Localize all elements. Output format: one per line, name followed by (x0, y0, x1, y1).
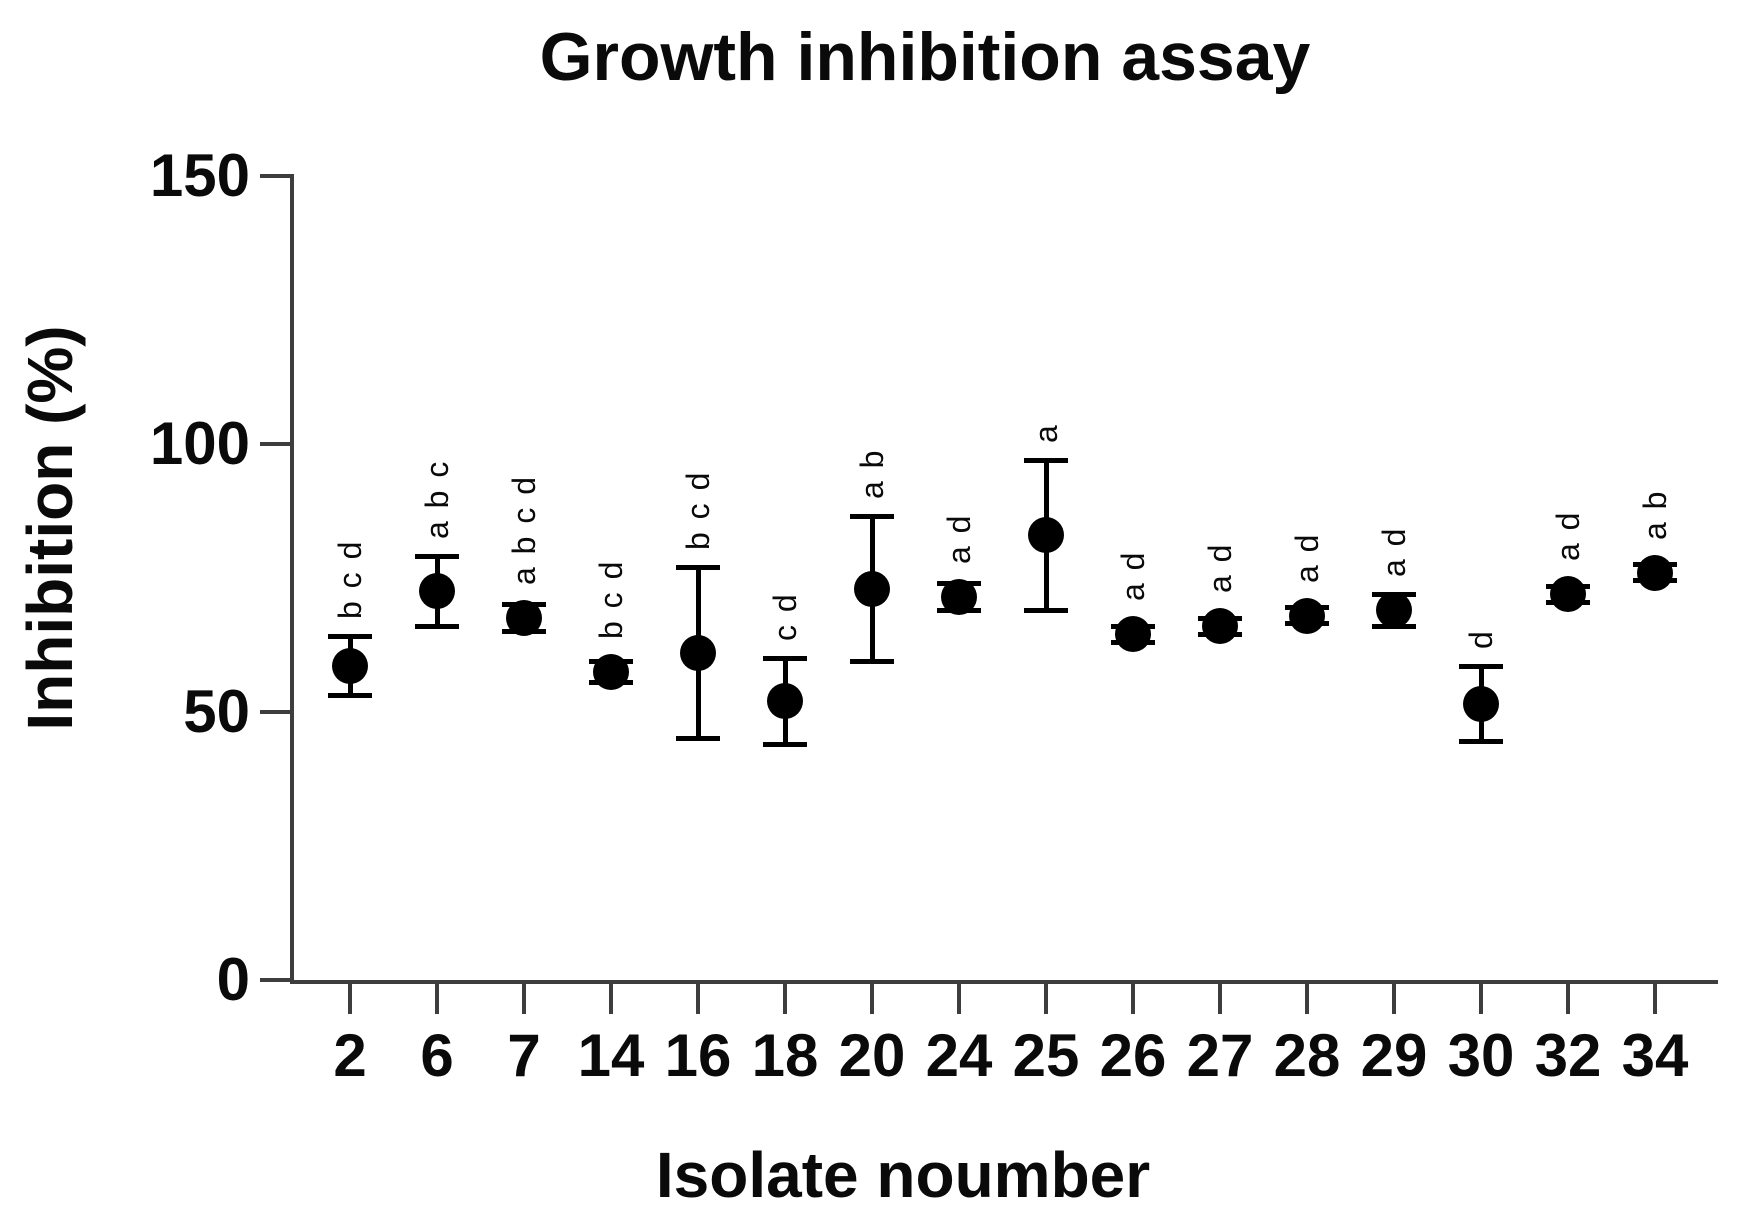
x-tick (1305, 984, 1309, 1014)
significance-letters-isolate-34: a b (1637, 489, 1673, 540)
data-point-isolate-28 (1289, 597, 1325, 634)
x-tick-label: 14 (577, 1022, 645, 1089)
data-point-isolate-34 (1637, 554, 1673, 591)
significance-letters-isolate-29: a d (1376, 526, 1412, 577)
significance-letters-isolate-26: a d (1115, 550, 1151, 602)
data-point-isolate-7 (506, 600, 542, 637)
y-tick-label: 100 (149, 410, 250, 477)
error-cap-bottom-isolate-18 (763, 741, 807, 747)
x-axis-label: Isolate noumber (655, 1139, 1151, 1211)
x-tick-label: 27 (1186, 1022, 1254, 1089)
y-tick (260, 978, 290, 982)
data-point-isolate-30 (1463, 685, 1499, 722)
x-tick (1566, 984, 1570, 1014)
x-tick-label: 24 (925, 1022, 993, 1089)
y-tick (260, 174, 290, 178)
x-tick-label: 28 (1273, 1022, 1341, 1089)
x-tick (609, 984, 613, 1014)
x-tick-label: 18 (751, 1022, 819, 1089)
y-axis-line (290, 174, 294, 982)
significance-letters-isolate-28: a d (1289, 532, 1325, 583)
error-cap-top-isolate-25 (1024, 457, 1068, 463)
x-tick (1653, 984, 1657, 1014)
significance-letters-isolate-16: b c d (680, 470, 716, 550)
significance-letters-isolate-30: d (1463, 629, 1499, 649)
chart-title: Growth inhibition assay (539, 19, 1311, 95)
x-tick (1479, 984, 1483, 1014)
y-tick-label: 0 (216, 946, 250, 1013)
error-cap-bottom-isolate-2 (328, 693, 372, 699)
significance-letters-isolate-24: a d (941, 513, 977, 564)
x-tick-label: 6 (420, 1022, 454, 1089)
x-tick (870, 984, 874, 1014)
error-cap-top-isolate-2 (328, 634, 372, 640)
data-point-isolate-24 (941, 578, 977, 615)
x-tick (1392, 984, 1396, 1014)
x-axis-line (290, 980, 1718, 984)
x-tick-label: 16 (664, 1022, 732, 1089)
x-tick-label: 7 (507, 1022, 541, 1089)
data-point-isolate-14 (593, 653, 629, 690)
error-cap-top-isolate-16 (676, 564, 720, 570)
error-cap-top-isolate-30 (1459, 663, 1503, 669)
data-point-isolate-18 (767, 683, 803, 720)
x-tick (522, 984, 526, 1014)
significance-letters-isolate-2: b c d (332, 540, 368, 620)
data-point-isolate-20 (854, 570, 890, 607)
x-tick-label: 34 (1621, 1022, 1689, 1089)
y-tick-label: 150 (149, 142, 250, 209)
x-tick (957, 984, 961, 1014)
error-cap-top-isolate-18 (763, 655, 807, 661)
y-tick (260, 442, 290, 446)
x-tick-label: 30 (1447, 1022, 1515, 1089)
significance-letters-isolate-27: a d (1202, 542, 1238, 594)
data-point-isolate-26 (1115, 616, 1151, 653)
significance-letters-isolate-7: a b c d (506, 475, 542, 586)
x-tick (783, 984, 787, 1014)
data-point-isolate-29 (1376, 592, 1412, 629)
x-tick (348, 984, 352, 1014)
significance-letters-isolate-14: b c d (593, 559, 629, 639)
significance-letters-isolate-32: a d (1550, 510, 1586, 562)
error-cap-top-isolate-6 (415, 554, 459, 560)
y-axis-label: Inhibition (%) (14, 325, 86, 731)
data-point-isolate-32 (1550, 576, 1586, 613)
significance-letters-isolate-6: a b c (419, 459, 455, 540)
x-tick (1218, 984, 1222, 1014)
data-point-isolate-2 (332, 648, 368, 685)
x-tick (696, 984, 700, 1014)
x-tick-label: 20 (838, 1022, 906, 1089)
error-cap-bottom-isolate-20 (850, 658, 894, 664)
x-tick-label: 32 (1534, 1022, 1602, 1089)
significance-letters-isolate-25: a (1028, 422, 1064, 443)
x-tick-label: 25 (1012, 1022, 1080, 1089)
error-cap-bottom-isolate-6 (415, 623, 459, 629)
y-tick (260, 710, 290, 714)
data-point-isolate-16 (680, 635, 716, 672)
error-cap-bottom-isolate-16 (676, 736, 720, 742)
x-tick-label: 26 (1099, 1022, 1167, 1089)
x-tick-label: 29 (1360, 1022, 1428, 1089)
x-tick-label: 2 (333, 1022, 367, 1089)
significance-letters-isolate-18: c d (767, 592, 803, 641)
y-tick-label: 50 (183, 678, 250, 745)
data-point-isolate-27 (1202, 608, 1238, 645)
data-point-isolate-6 (419, 573, 455, 610)
x-tick (1131, 984, 1135, 1014)
error-cap-bottom-isolate-25 (1024, 607, 1068, 613)
error-cap-bottom-isolate-30 (1459, 738, 1503, 744)
error-cap-top-isolate-20 (850, 513, 894, 519)
x-tick (435, 984, 439, 1014)
significance-letters-isolate-20: a b (854, 448, 890, 499)
x-tick (1044, 984, 1048, 1014)
data-point-isolate-25 (1028, 517, 1064, 554)
